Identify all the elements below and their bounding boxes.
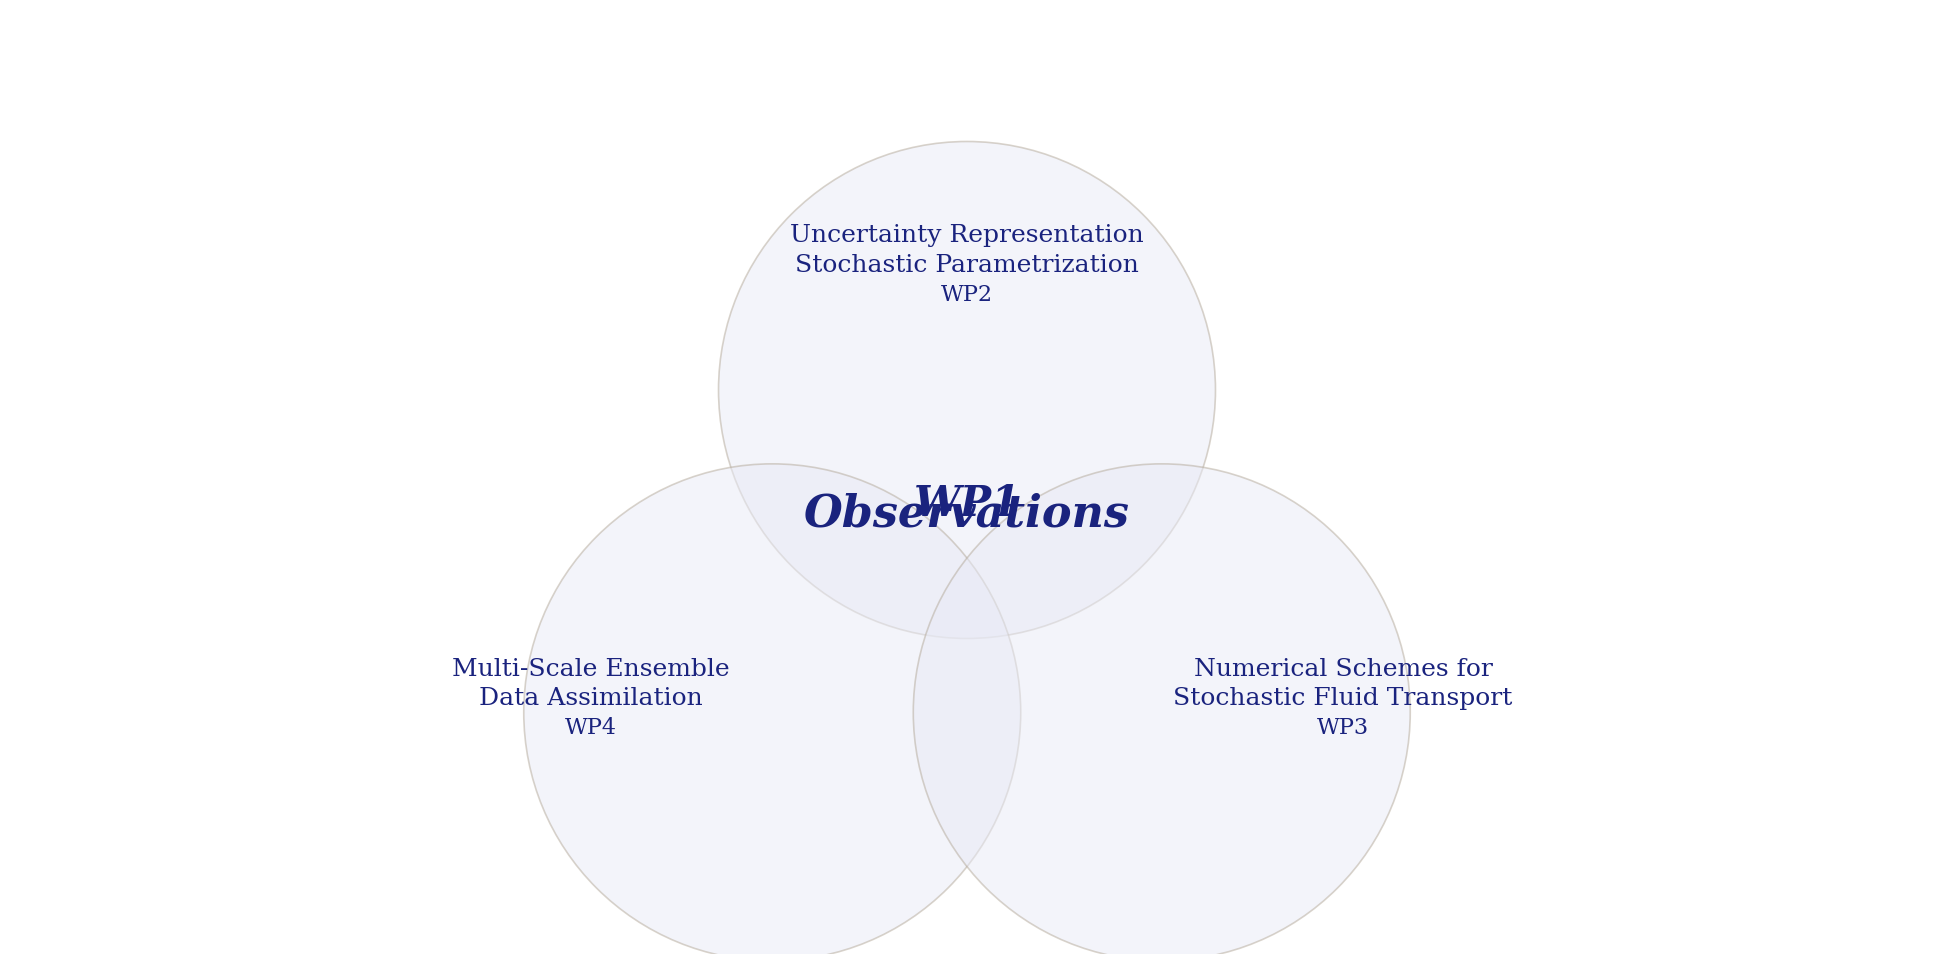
Circle shape [524, 464, 1021, 961]
Text: WP4: WP4 [565, 717, 617, 740]
Text: Observations: Observations [805, 493, 1129, 535]
Text: Stochastic Fluid Transport: Stochastic Fluid Transport [1174, 687, 1512, 711]
Text: WP2: WP2 [942, 284, 992, 306]
Text: Multi-Scale Ensemble: Multi-Scale Ensemble [453, 658, 729, 681]
Text: Data Assimilation: Data Assimilation [480, 687, 702, 711]
Text: WP3: WP3 [1317, 717, 1369, 740]
Text: Numerical Schemes for: Numerical Schemes for [1193, 658, 1493, 681]
Text: Uncertainty Representation: Uncertainty Representation [791, 224, 1143, 247]
Circle shape [719, 141, 1215, 639]
Text: Stochastic Parametrization: Stochastic Parametrization [795, 254, 1139, 277]
Circle shape [913, 464, 1410, 961]
Text: WP1: WP1 [913, 483, 1021, 526]
